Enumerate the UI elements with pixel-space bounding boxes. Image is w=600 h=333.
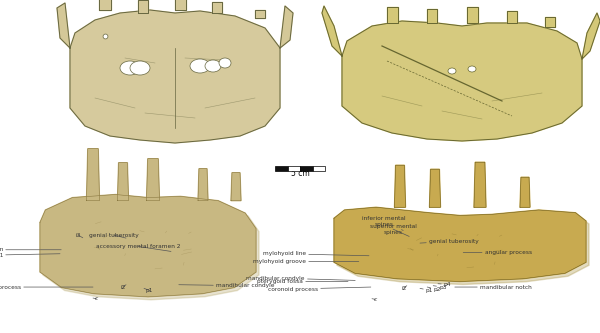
Text: mandibular condyle: mandibular condyle [247,275,355,281]
Text: c: c [93,296,98,301]
Text: mylohyoid line: mylohyoid line [263,251,369,256]
Text: coronoid process: coronoid process [268,286,371,292]
Polygon shape [255,10,265,18]
Polygon shape [545,17,555,27]
Polygon shape [337,210,589,284]
Text: p3: p3 [433,284,446,290]
Polygon shape [467,7,478,23]
Bar [287,166,300,171]
Polygon shape [342,21,582,141]
Text: pterygoid fossa: pterygoid fossa [257,279,348,284]
Polygon shape [212,2,222,13]
Text: mandibular condyle: mandibular condyle [179,283,275,288]
Polygon shape [99,0,111,10]
Polygon shape [430,169,440,207]
Polygon shape [322,6,342,56]
Text: genial tuberosity: genial tuberosity [420,238,479,244]
Ellipse shape [468,66,476,72]
Text: i3: i3 [76,232,83,238]
Polygon shape [198,169,208,201]
Text: accessory mental foramen 1: accessory mental foramen 1 [0,253,60,258]
Text: c: c [372,297,377,302]
Ellipse shape [120,61,140,75]
Text: p1: p1 [420,288,433,293]
Ellipse shape [448,68,456,74]
Bar [313,166,325,171]
Text: mylohyoid groove: mylohyoid groove [253,259,359,264]
Ellipse shape [130,61,150,75]
Polygon shape [138,0,148,13]
Polygon shape [474,162,486,207]
Text: genial tuberosity: genial tuberosity [89,232,139,238]
Ellipse shape [205,60,221,72]
Polygon shape [582,13,600,59]
Polygon shape [280,6,293,48]
Text: 5 cm: 5 cm [290,169,310,178]
Polygon shape [40,194,256,297]
Text: mandibular notch: mandibular notch [455,284,532,290]
Polygon shape [57,3,70,48]
Polygon shape [520,177,530,207]
Polygon shape [86,149,100,201]
Text: inferior mental
spines: inferior mental spines [362,216,406,230]
Polygon shape [334,207,586,281]
Text: p4: p4 [438,282,452,287]
Polygon shape [175,0,185,10]
Polygon shape [118,163,128,201]
Text: angular process: angular process [463,250,532,255]
Polygon shape [70,10,280,143]
Polygon shape [507,11,517,23]
Text: accessory mental foramen 2: accessory mental foramen 2 [96,244,180,251]
Polygon shape [231,173,241,201]
Polygon shape [395,165,406,207]
Polygon shape [427,9,437,23]
Ellipse shape [190,59,210,73]
Bar [300,166,313,171]
Text: coronoid process: coronoid process [0,284,93,290]
Text: medial mental foramen: medial mental foramen [0,247,61,252]
Text: i2: i2 [401,285,407,291]
Text: i2: i2 [121,284,126,290]
Ellipse shape [219,58,231,68]
Text: p1: p1 [144,288,153,293]
Bar [275,166,287,171]
Polygon shape [386,7,398,23]
Text: p2: p2 [427,286,440,292]
Text: superior mental
spines: superior mental spines [370,224,416,236]
Polygon shape [146,159,160,201]
Polygon shape [43,197,259,300]
